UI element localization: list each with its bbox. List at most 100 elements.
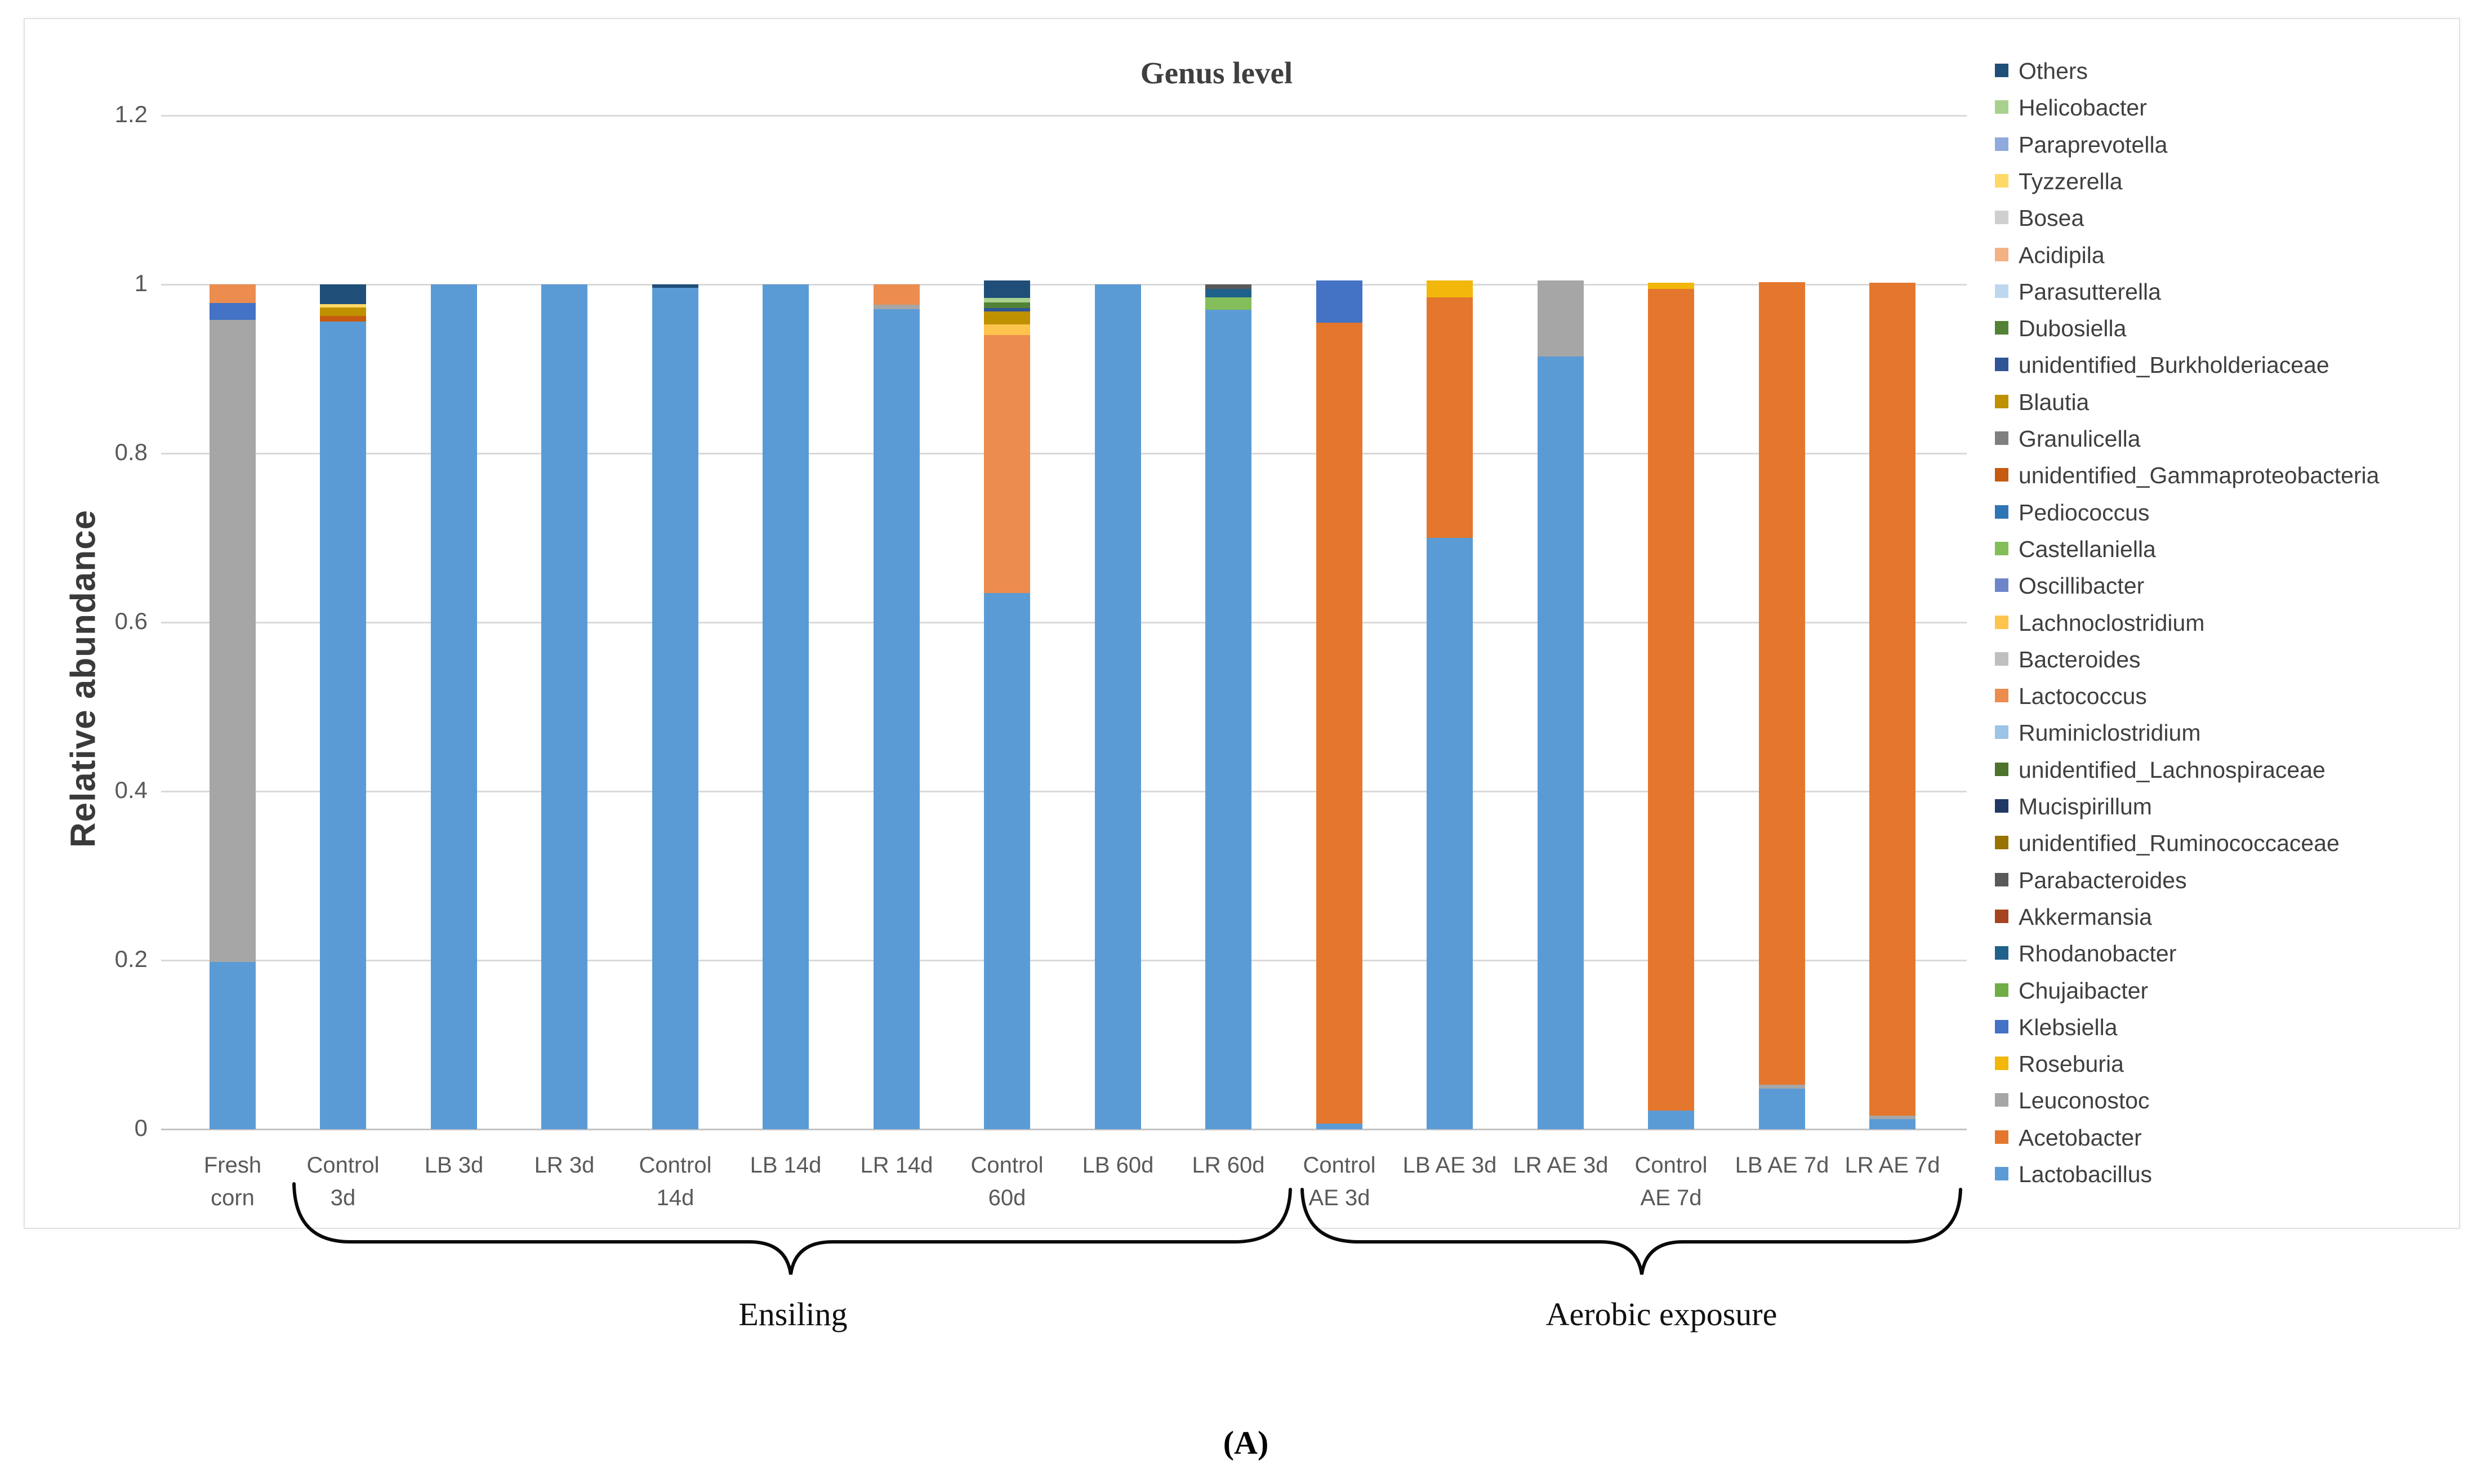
gridline-y1 (161, 284, 1967, 286)
group-label-aerobic: Aerobic exposure (1545, 1296, 1777, 1333)
bar-segment-Acetobacter (1759, 282, 1805, 1085)
legend-swatch-Helicobacter (1995, 100, 2008, 114)
bar-segment-Blautia (320, 307, 366, 316)
bar-segment-Lactobacillus (1205, 310, 1251, 1129)
x-category-label-line: LB 14d (750, 1153, 822, 1178)
legend-swatch-Chujaibacter (1995, 983, 2008, 997)
x-category-label-line: LR AE 3d (1513, 1153, 1609, 1178)
x-category-label: Control AE 7d (1609, 1149, 1733, 1214)
bar-segment-Acetobacter (1316, 322, 1362, 1124)
bar-segment-Lactobacillus (763, 284, 809, 1129)
chart-title: Genus level (1140, 56, 1293, 90)
bar-segment-Lactobacillus (431, 284, 477, 1129)
legend-label-Lactobacillus: Lactobacillus (2019, 1161, 2153, 1187)
bar-segment-Lactobacillus (1427, 538, 1473, 1129)
legend-swatch-Lachnoclostridium (1995, 615, 2008, 629)
y-tick-label: 1.2 (114, 101, 148, 127)
legend-label-Lachnoclostridium: Lachnoclostridium (2019, 609, 2205, 636)
bar-segment-unidentified_Gammaproteobacteria (320, 315, 366, 322)
legend-label-Ruminiclostridium: Ruminiclostridium (2019, 720, 2201, 746)
legend-swatch-Paraprevotella (1995, 137, 2008, 151)
legend-label-Mucispirillum: Mucispirillum (2019, 794, 2152, 819)
bar-segment-Rhodanobacter (1205, 288, 1251, 297)
legend-swatch-Rhodanobacter (1995, 946, 2008, 960)
bar-segment-Leuconostoc (1538, 280, 1584, 356)
legend-label-Bacteroides: Bacteroides (2019, 646, 2141, 672)
x-category-label: Control 3d (281, 1149, 405, 1214)
legend-swatch-unidentified_Lachnospiraceae (1995, 762, 2008, 776)
legend-label-Blautia: Blautia (2019, 389, 2090, 415)
gridline-y0.6 (161, 622, 1967, 623)
gridline-y1.2 (161, 115, 1967, 117)
bar-segment-Leuconostoc (1759, 1084, 1805, 1089)
legend-label-Akkermansia: Akkermansia (2019, 903, 2152, 930)
legend-label-Klebsiella: Klebsiella (2019, 1014, 2118, 1040)
legend-swatch-Bosea (1995, 211, 2008, 225)
bar-segment-Others (652, 284, 698, 288)
legend-label-Roseburia: Roseburia (2019, 1051, 2124, 1077)
legend-swatch-Roseburia (1995, 1057, 2008, 1071)
legend-label-unidentified_Ruminococcaceae: unidentified_Ruminococcaceae (2019, 830, 2340, 857)
legend-label-Helicobacter: Helicobacter (2019, 95, 2147, 121)
bar-segment-Helicobacter (984, 298, 1030, 302)
legend-swatch-Pediococcus (1995, 505, 2008, 519)
legend-swatch-Dubosiella (1995, 321, 2008, 335)
bar-segment-Others (984, 280, 1030, 298)
x-category-label: LB AE 7d (1720, 1149, 1844, 1182)
bar-segment-Lactobacillus (1648, 1111, 1694, 1129)
ensiling-brace (292, 1182, 1292, 1275)
bar-segment-Lactobacillus (1538, 356, 1584, 1129)
legend-label-unidentified_Gammaproteobacteria: unidentified_Gammaproteobacteria (2019, 462, 2380, 489)
legend-label-Parasutterella: Parasutterella (2019, 278, 2161, 305)
bar-segment-Lactobacillus (320, 322, 366, 1129)
bar-segment-Others (320, 284, 366, 304)
bar-segment-Lachnoclostridium (984, 324, 1030, 335)
x-category-label-line: LB AE 7d (1735, 1153, 1829, 1178)
bar-segment-Lactobacillus (1759, 1089, 1805, 1129)
legend-swatch-Mucispirillum (1995, 799, 2008, 813)
legend-swatch-Tyzzerella (1995, 173, 2008, 188)
x-category-label: LR 3d (502, 1149, 626, 1182)
bar-segment-unidentified_Burkholderiaceae (984, 308, 1030, 311)
bar-segment-Lactobacillus (874, 309, 920, 1129)
bar-segment-Lactobacillus (1095, 284, 1141, 1129)
legend-swatch-Acetobacter (1995, 1130, 2008, 1144)
legend-label-Acetobacter: Acetobacter (2019, 1124, 2142, 1151)
legend-label-Dubosiella: Dubosiella (2019, 315, 2127, 342)
legend-label-Lactococcus: Lactococcus (2019, 683, 2147, 710)
legend-swatch-Blautia (1995, 394, 2008, 408)
legend-label-Pediococcus: Pediococcus (2019, 499, 2150, 525)
legend-swatch-unidentified_Burkholderiaceae (1995, 358, 2008, 372)
legend-swatch-Bacteroides (1995, 652, 2008, 666)
bar-segment-Lactococcus (984, 335, 1030, 593)
x-category-label-line: LB 3d (424, 1153, 484, 1178)
bar-segment-Lactobacillus (984, 592, 1030, 1129)
legend-swatch-Acidipila (1995, 247, 2008, 261)
bar-segment-Leuconostoc (210, 320, 256, 962)
x-category-label: LR AE 3d (1499, 1149, 1623, 1182)
x-category-label-line: Control (970, 1153, 1044, 1178)
x-category-label-line: corn (211, 1186, 255, 1210)
legend-label-Paraprevotella: Paraprevotella (2019, 131, 2168, 158)
y-tick-label: 0.2 (114, 946, 148, 972)
legend-label-unidentified_Burkholderiaceae: unidentified_Burkholderiaceae (2019, 352, 2329, 378)
x-category-label-line: Fresh (203, 1153, 262, 1178)
legend-label-Others: Others (2019, 58, 2088, 84)
legend-label-Chujaibacter: Chujaibacter (2019, 977, 2149, 1004)
legend-label-Tyzzerella: Tyzzerella (2019, 168, 2123, 194)
x-category-label: LB 3d (392, 1149, 516, 1182)
legend-label-unidentified_Lachnospiraceae: unidentified_Lachnospiraceae (2019, 756, 2325, 783)
legend-swatch-Parasutterella (1995, 284, 2008, 298)
x-category-label: LB 14d (724, 1149, 848, 1182)
bar-segment-Leuconostoc (1869, 1116, 1915, 1119)
gridline-y0.8 (161, 453, 1967, 454)
legend-swatch-unidentified_Ruminococcaceae (1995, 836, 2008, 850)
legend-label-Rhodanobacter: Rhodanobacter (2019, 941, 2177, 967)
x-category-label: LB 60d (1056, 1149, 1180, 1182)
gridline-y0.2 (161, 960, 1967, 961)
bar-segment-Lactococcus (210, 284, 256, 303)
x-category-label-line: LR 3d (534, 1153, 595, 1178)
legend-swatch-Granulicella (1995, 431, 2008, 445)
legend-label-Castellaniella: Castellaniella (2019, 536, 2156, 562)
